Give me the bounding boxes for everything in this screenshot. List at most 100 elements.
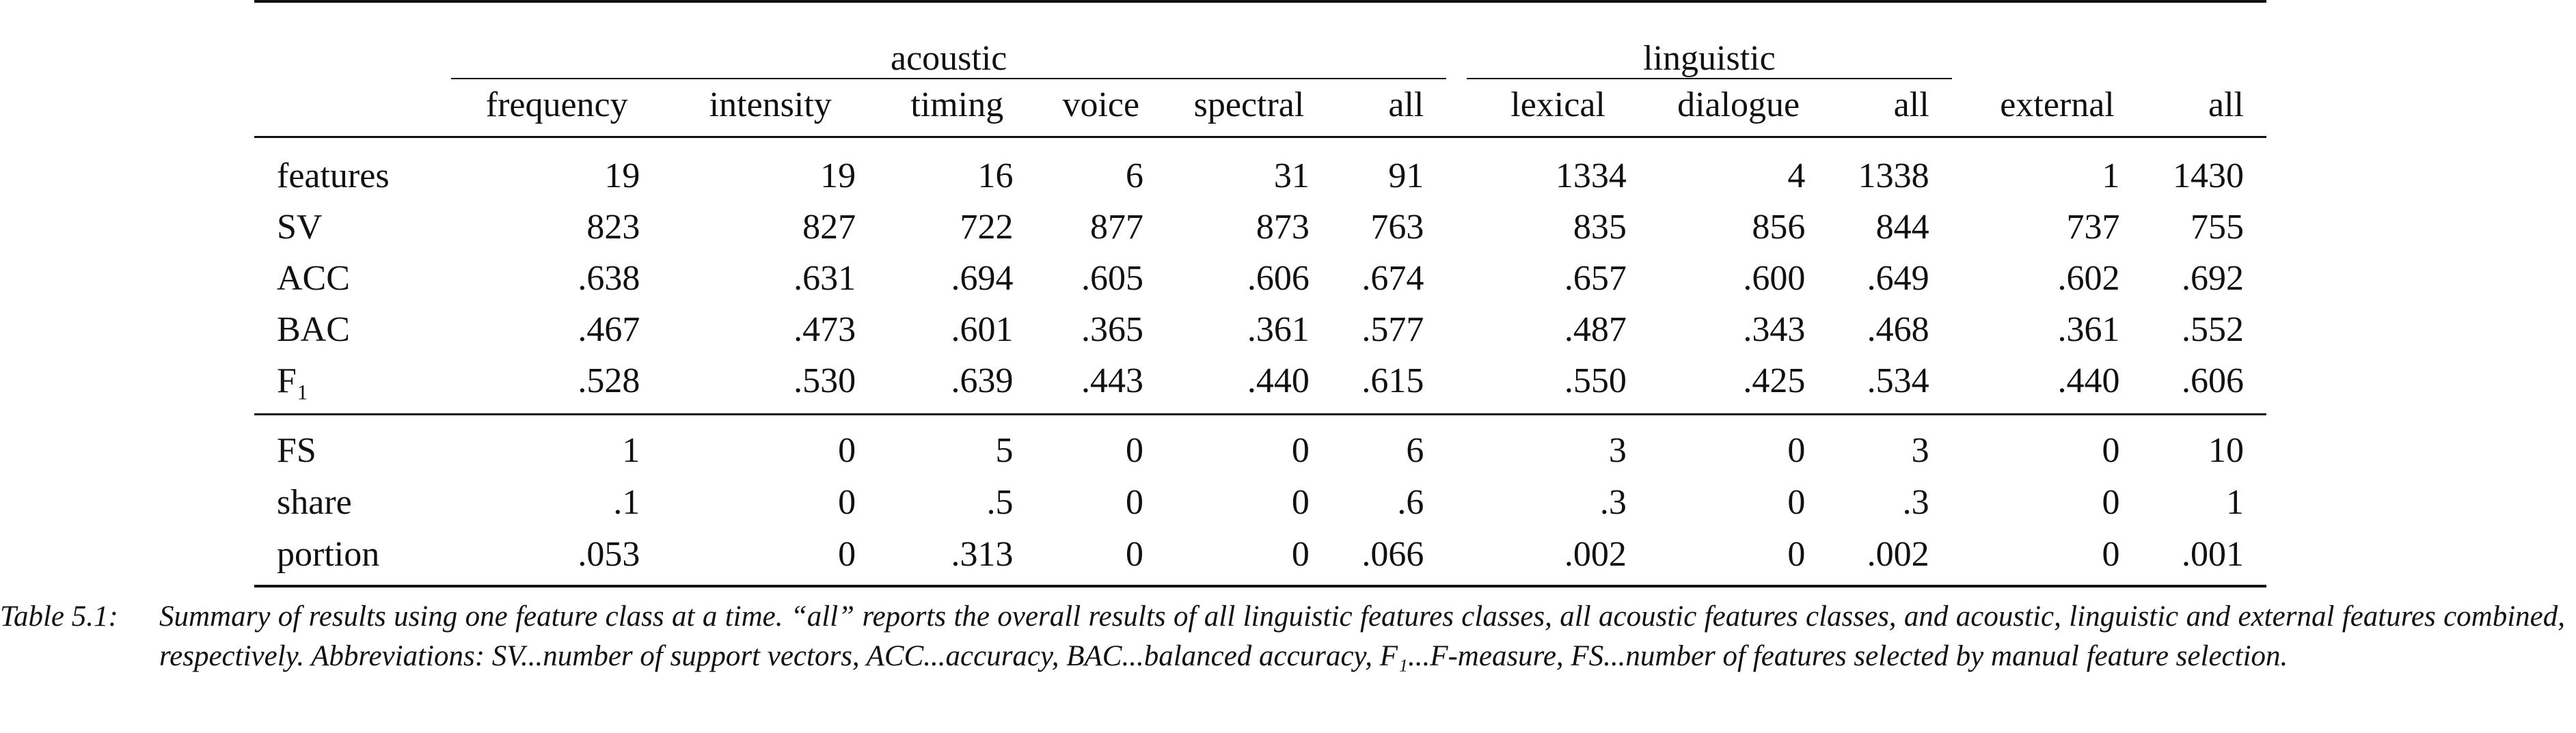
column-header: all [1331,79,1447,138]
table-cell: .694 [951,258,1014,298]
row-label: portion [254,529,452,587]
table-cell: 755 [2191,207,2244,247]
table-cell: 0 [1972,529,2143,587]
table-cell: 3 [1911,431,1929,470]
table-cell: .606 [1247,258,1310,298]
table-cell: 0 [1126,431,1144,470]
column-header: all [2142,79,2266,138]
results-table-grid: acoustic linguistic frequency intensity … [254,0,2266,587]
table-cell: 0 [1291,483,1310,522]
table-cell: 1 [622,431,640,470]
results-table: acoustic linguistic frequency intensity … [254,0,2266,587]
table-cell: .002 [1467,529,1649,587]
table-cell: .601 [951,309,1014,349]
table-cell: .066 [1331,529,1447,587]
row-label: SV [277,207,323,247]
table-row: FS 1 0 5 0 0 6 3 0 3 0 10 [254,415,2266,478]
table-row: share .1 0 .5 0 0 .6 .3 0 .3 0 1 [254,477,2266,529]
table-cell: .534 [1828,355,1952,415]
table-cell: .473 [794,309,856,349]
table-cell: .552 [2182,309,2244,349]
table-cell: 1334 [1555,156,1627,195]
caption-label: Table 5.1: [0,600,118,633]
column-header: frequency [451,79,663,138]
caption-text: Summary of results using one feature cla… [159,600,2565,672]
table-cell: 0 [1166,529,1332,587]
table-cell: .692 [2182,258,2244,298]
table-cell: 0 [2102,483,2120,522]
table-row: F₁ .528.530.639.443.440.615.550.425.534.4… [254,355,2266,415]
table-cell: 91 [1388,156,1424,195]
table-cell: 1 [2102,156,2120,195]
table-cell: .5 [986,483,1014,522]
table-cell: .606 [2142,355,2266,415]
table-cell: .657 [1564,258,1627,298]
table-cell: 0 [662,529,879,587]
table-row: SV 823 827 722 877 873 763 835 856 844 737 755 [254,202,2266,253]
table-cell: 856 [1752,207,1806,247]
column-header: spectral [1166,79,1332,138]
table-cell: 823 [586,207,640,247]
table-cell: 4 [1787,156,1806,195]
column-header: voice [1035,79,1167,138]
table-cell: .468 [1867,309,1929,349]
table-cell: 5 [995,431,1014,470]
table-cell: 31 [1273,156,1310,195]
table-cell: .631 [794,258,856,298]
table-row: ACC .638 .631 .694 .605 .606 .674 .657 .600 .649.… [254,253,2266,304]
table-cell: .361 [1247,309,1310,349]
table-cell: .674 [1361,258,1424,298]
table-cell: 16 [977,156,1014,195]
column-header: external [1972,79,2143,138]
table-row: BAC .467 .473 .601 .365 .361 .577 .487 .343 .468.… [254,304,2266,355]
table-cell: .425 [1649,355,1828,415]
table-cell: .440 [1972,355,2143,415]
table-cell: .615 [1331,355,1447,415]
row-label: BAC [277,309,350,349]
column-header-row: frequency intensity timing voice spectra… [254,79,2266,138]
column-header: lexical [1467,79,1649,138]
table-cell: 1430 [2173,156,2244,195]
table-cell: .443 [1035,355,1167,415]
table-cell: 0 [1649,529,1828,587]
row-label: features [277,156,390,195]
table-cell: .528 [451,355,663,415]
table-cell: 763 [1370,207,1424,247]
column-header: intensity [662,79,879,138]
table-cell: 877 [1090,207,1144,247]
table-cell: .3 [1902,483,1929,522]
table-cell: .343 [1743,309,1806,349]
table-cell: 1 [2226,483,2244,522]
table-cell: 0 [1035,529,1167,587]
table-row: portion .053 0.313 0 0.066.002 0.002 0.001 [254,529,2266,587]
table-cell: .649 [1867,258,1929,298]
row-label: ACC [277,258,350,298]
row-label: FS [277,431,316,470]
table-cell: 6 [1126,156,1144,195]
table-cell: .550 [1467,355,1649,415]
column-header: dialogue [1649,79,1828,138]
table-cell: .365 [1081,309,1144,349]
table-cell: .361 [2057,309,2120,349]
table-cell: 844 [1875,207,1929,247]
table-cell: .577 [1361,309,1424,349]
table-cell: 827 [802,207,856,247]
table-cell: .053 [451,529,663,587]
table-cell: .313 [878,529,1036,587]
table-cell: .487 [1564,309,1627,349]
table-cell: .602 [2057,258,2120,298]
table-cell: 737 [2066,207,2120,247]
table-cell: .440 [1166,355,1332,415]
table-cell: 0 [1291,431,1310,470]
table-cell: .638 [578,258,640,298]
table-cell: .1 [613,483,640,522]
row-label: F₁ [254,355,452,415]
table-cell: .3 [1599,483,1627,522]
table-cell: .467 [578,309,640,349]
table-cell: 0 [1787,483,1806,522]
table-cell: 10 [2208,431,2244,470]
table-cell: 873 [1256,207,1310,247]
table-cell: .6 [1397,483,1424,522]
table-cell: .530 [662,355,879,415]
table-cell: .600 [1743,258,1806,298]
